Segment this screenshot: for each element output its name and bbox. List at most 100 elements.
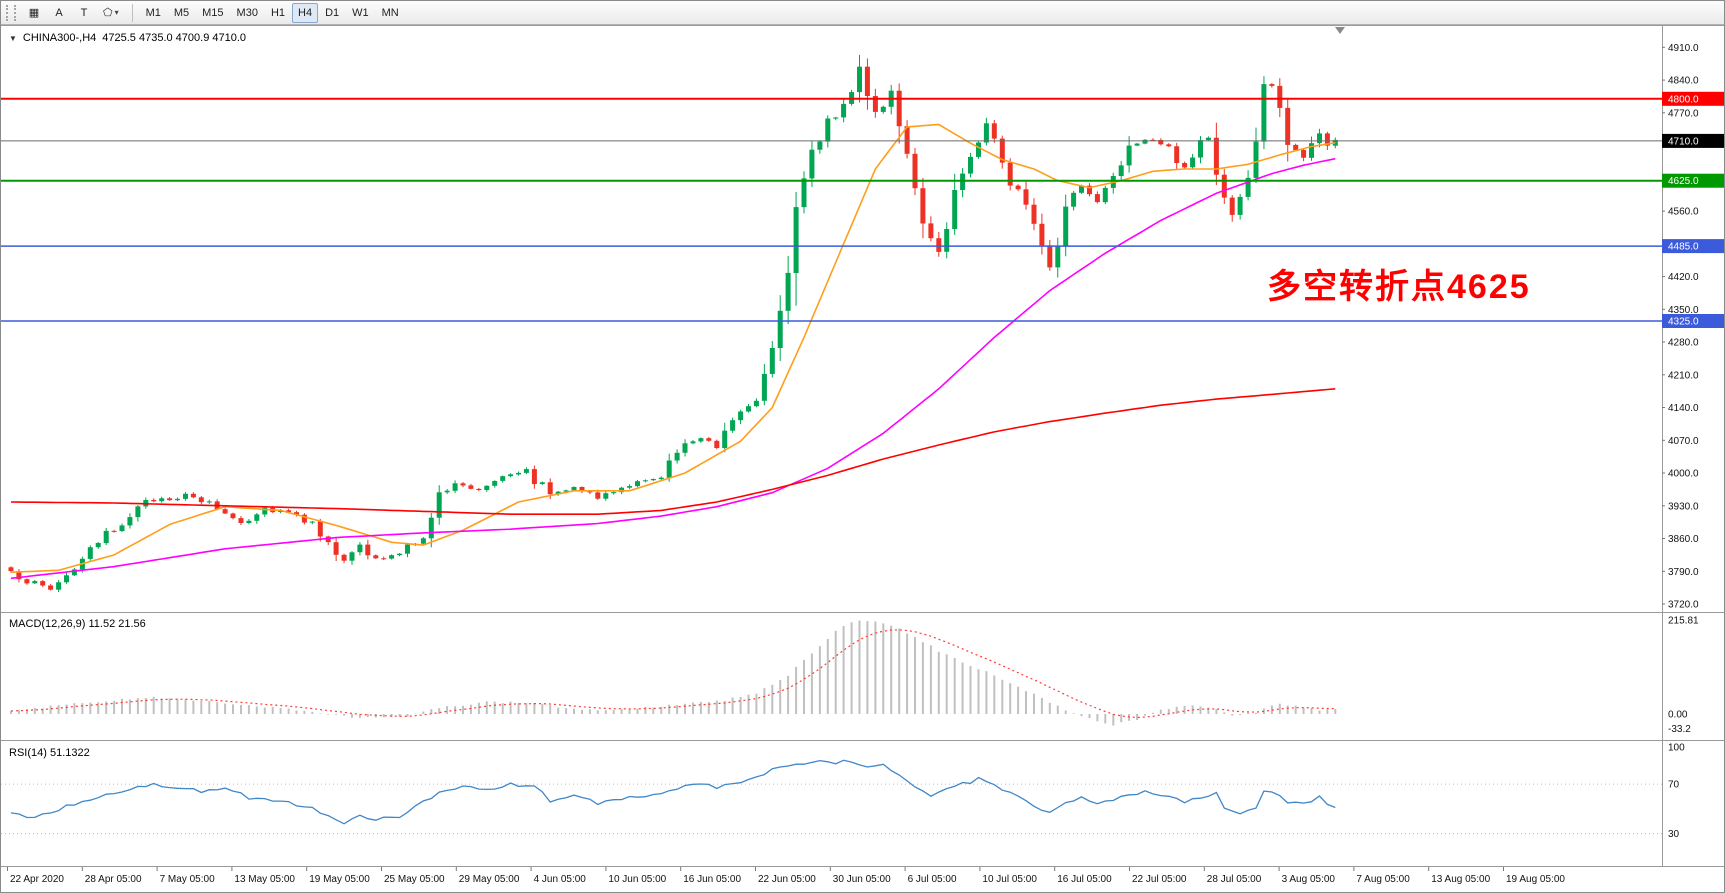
candle-body: [1142, 139, 1148, 144]
price-label: 4070.0: [1668, 436, 1699, 447]
candle-body: [127, 517, 133, 526]
text-label-tool-button[interactable]: T: [72, 3, 96, 23]
candle-body: [1023, 189, 1029, 205]
shapes-tool-button[interactable]: ⬠ ▾: [97, 3, 125, 23]
time-label: 10 Jun 05:00: [608, 874, 666, 885]
ma-mid-magenta-line: [10, 157, 1336, 580]
timeframe-button-m1[interactable]: M1: [140, 3, 167, 23]
candle-body: [389, 555, 395, 559]
candle-body: [1071, 192, 1077, 207]
timeframe-button-m15[interactable]: M15: [196, 3, 229, 23]
candle-body: [1031, 204, 1037, 224]
candle-body: [976, 142, 981, 157]
candle-body: [904, 126, 910, 154]
candle-body: [1221, 174, 1227, 198]
candle-body: [254, 514, 260, 521]
toolbar-separator: [131, 3, 133, 22]
moving-averages-layer: [10, 123, 1336, 580]
candle-body: [294, 512, 299, 515]
candle-body: [825, 118, 831, 142]
rsi-axis-label: 30: [1668, 829, 1680, 840]
candle-body: [492, 481, 498, 486]
timeframe-buttons: M1 M5 M15 M30 H1 H4 D1 W1 MN: [140, 2, 405, 23]
candle-body: [183, 493, 188, 499]
candle-body: [1134, 143, 1140, 146]
price-label: 3790.0: [1668, 567, 1699, 578]
candle-body: [690, 441, 696, 444]
candle-body: [71, 569, 77, 576]
candle-body: [1324, 133, 1330, 146]
candle-body: [968, 156, 973, 174]
price-label: 4770.0: [1668, 108, 1699, 119]
time-axis-labels: 22 Apr 2020 28 Apr 05:00 7 May 05:00 13 May…: [7, 867, 1565, 885]
price-badge-4325.0: [1662, 314, 1724, 328]
timeframe-button-d1[interactable]: D1: [319, 3, 345, 23]
candle-body: [40, 581, 46, 586]
price-label: 4280.0: [1668, 338, 1699, 349]
candle-body: [444, 490, 450, 493]
candle-body: [650, 479, 656, 481]
candle-body: [857, 66, 862, 93]
text-annotation-tool-button[interactable]: A: [47, 3, 71, 23]
rsi-axis-label: 100: [1668, 743, 1685, 754]
candle-body: [714, 440, 720, 448]
price-scale[interactable]: [1662, 25, 1725, 867]
templates-tool-button[interactable]: ▦: [22, 3, 46, 23]
time-label: 30 Jun 05:00: [833, 874, 891, 885]
chart-background: [1, 25, 1724, 892]
price-label: 3720.0: [1668, 600, 1699, 611]
candle-body: [627, 486, 632, 488]
candle-body: [706, 438, 712, 441]
price-label: 4420.0: [1668, 272, 1699, 283]
candle-body: [159, 498, 165, 502]
price-label: 4140.0: [1668, 403, 1699, 414]
candle-body: [1007, 162, 1013, 186]
candle-body: [809, 149, 815, 179]
timeframe-button-h1[interactable]: H1: [265, 3, 291, 23]
candle-body: [460, 483, 466, 486]
candle-body: [1079, 185, 1084, 193]
candle-body: [333, 542, 339, 555]
candle-body: [746, 406, 751, 412]
candle-body: [32, 581, 38, 584]
candle-body: [135, 506, 141, 518]
price-label: 4910.0: [1668, 43, 1699, 54]
time-label: 4 Jun 05:00: [534, 874, 587, 885]
candle-body: [1213, 137, 1219, 175]
candle-body: [896, 90, 902, 127]
candle-body: [793, 207, 799, 273]
candle-body: [1332, 139, 1338, 146]
chart-plot-area[interactable]: [1, 25, 1662, 612]
candle-body: [1158, 140, 1164, 145]
rsi-panel-area[interactable]: [1, 741, 1662, 866]
candle-body: [381, 558, 387, 560]
timeframe-button-m30[interactable]: M30: [231, 3, 264, 23]
timeframe-button-h4[interactable]: H4: [292, 2, 319, 23]
candle-body: [880, 106, 886, 112]
candle-body: [991, 123, 997, 139]
candle-body: [56, 582, 62, 590]
candle-body: [373, 555, 379, 559]
price-label: 3930.0: [1668, 501, 1699, 512]
time-label: 19 Aug 05:00: [1506, 874, 1565, 885]
toolbar-grip[interactable]: [6, 4, 16, 21]
candle-body: [841, 103, 847, 118]
time-scale[interactable]: [1, 867, 1662, 893]
rsi-axis-label: 70: [1668, 780, 1680, 791]
candle-body: [95, 543, 101, 548]
candle-body: [960, 173, 966, 190]
candle-body: [365, 544, 371, 556]
candle-body: [738, 411, 744, 421]
candle-body: [555, 491, 561, 495]
timeframe-button-mn[interactable]: MN: [376, 3, 405, 23]
timeframe-button-m5[interactable]: M5: [168, 3, 195, 23]
price-badge-4485.0: [1662, 239, 1724, 254]
chart-shift-marker[interactable]: [1335, 27, 1345, 34]
candle-body: [1261, 84, 1267, 142]
candle-body: [24, 579, 30, 584]
candle-body: [103, 530, 109, 544]
timeframe-button-w1[interactable]: W1: [346, 3, 375, 23]
candle-body: [301, 514, 307, 523]
macd-panel-area[interactable]: [1, 613, 1662, 740]
